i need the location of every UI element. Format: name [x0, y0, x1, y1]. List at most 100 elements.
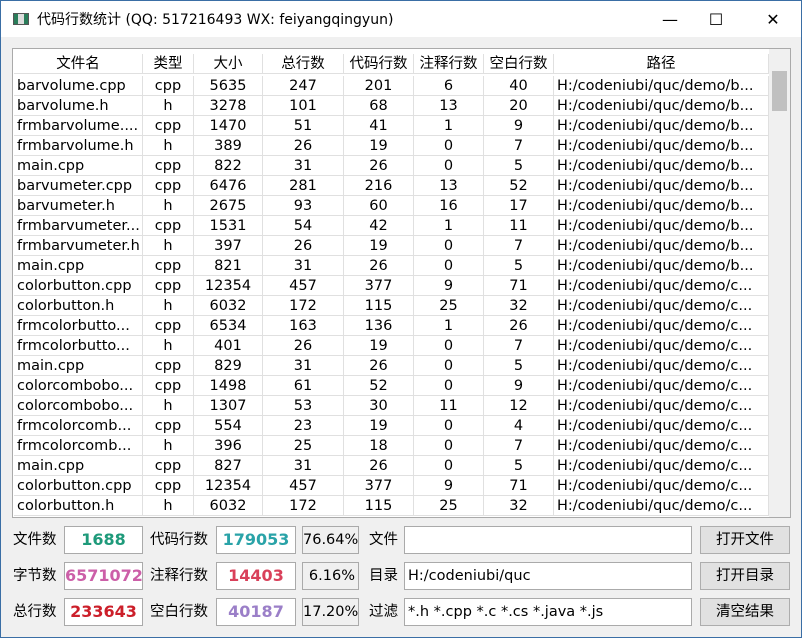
cell-type[interactable]: cpp — [143, 476, 194, 496]
cell-path[interactable]: H:/codeniubi/quc/demo/b... — [554, 196, 769, 216]
cell-comment[interactable]: 0 — [414, 136, 484, 156]
table-row[interactable]: colorbutton.h h 6032 172 115 25 32 H:/codeniubi… — [14, 296, 769, 316]
cell-size[interactable]: 5635 — [194, 76, 263, 96]
cell-size[interactable]: 1307 — [194, 396, 263, 416]
cell-type[interactable]: cpp — [143, 116, 194, 136]
cell-total[interactable]: 172 — [263, 296, 344, 316]
cell-type[interactable]: h — [143, 96, 194, 116]
table-row[interactable]: frmcolorcomb... cpp 554 23 19 0 4 H:/codeniubi/… — [14, 416, 769, 436]
cell-path[interactable]: H:/codeniubi/quc/demo/c... — [554, 436, 769, 456]
cell-comment[interactable]: 0 — [414, 236, 484, 256]
cell-total[interactable]: 31 — [263, 256, 344, 276]
cell-comment[interactable]: 0 — [414, 436, 484, 456]
cell-code[interactable]: 216 — [344, 176, 414, 196]
cell-blank[interactable]: 32 — [484, 496, 554, 516]
cell-total[interactable]: 53 — [263, 396, 344, 416]
cell-size[interactable]: 821 — [194, 256, 263, 276]
cell-type[interactable]: cpp — [143, 276, 194, 296]
cell-code[interactable]: 60 — [344, 196, 414, 216]
cell-code[interactable]: 19 — [344, 236, 414, 256]
cell-name[interactable]: frmbarvolume.h — [14, 136, 143, 156]
cell-blank[interactable]: 9 — [484, 376, 554, 396]
cell-blank[interactable]: 7 — [484, 436, 554, 456]
cell-blank[interactable]: 11 — [484, 216, 554, 236]
cell-size[interactable]: 12354 — [194, 276, 263, 296]
cell-name[interactable]: main.cpp — [14, 456, 143, 476]
cell-total[interactable]: 61 — [263, 376, 344, 396]
cell-code[interactable]: 201 — [344, 76, 414, 96]
cell-blank[interactable]: 12 — [484, 396, 554, 416]
cell-comment[interactable]: 13 — [414, 176, 484, 196]
cell-comment[interactable]: 25 — [414, 496, 484, 516]
cell-code[interactable]: 30 — [344, 396, 414, 416]
cell-code[interactable]: 26 — [344, 256, 414, 276]
cell-size[interactable]: 6534 — [194, 316, 263, 336]
table-row[interactable]: colorcombobo... h 1307 53 30 11 12 H:/codeniubi… — [14, 396, 769, 416]
cell-comment[interactable]: 0 — [414, 336, 484, 356]
cell-size[interactable]: 1498 — [194, 376, 263, 396]
open-file-button[interactable]: 打开文件 — [700, 526, 790, 554]
cell-path[interactable]: H:/codeniubi/quc/demo/c... — [554, 376, 769, 396]
vertical-scrollbar[interactable] — [769, 49, 790, 517]
cell-code[interactable]: 19 — [344, 416, 414, 436]
cell-size[interactable]: 3278 — [194, 96, 263, 116]
cell-name[interactable]: frmbarvumeter... — [14, 216, 143, 236]
cell-total[interactable]: 31 — [263, 356, 344, 376]
table-row[interactable]: main.cpp cpp 821 31 26 0 5 H:/codeniubi/quc/dem… — [14, 256, 769, 276]
cell-total[interactable]: 51 — [263, 116, 344, 136]
header-blank[interactable]: 空白行数 — [484, 54, 554, 74]
cell-path[interactable]: H:/codeniubi/quc/demo/c... — [554, 496, 769, 516]
table-row[interactable]: barvumeter.cpp cpp 6476 281 216 13 52 H:/codeni… — [14, 176, 769, 196]
cell-code[interactable]: 377 — [344, 276, 414, 296]
cell-path[interactable]: H:/codeniubi/quc/demo/c... — [554, 316, 769, 336]
header-name[interactable]: 文件名 — [14, 54, 143, 74]
cell-total[interactable]: 25 — [263, 436, 344, 456]
cell-type[interactable]: h — [143, 336, 194, 356]
cell-type[interactable]: cpp — [143, 176, 194, 196]
minimize-button[interactable]: — — [647, 1, 693, 37]
cell-total[interactable]: 172 — [263, 496, 344, 516]
cell-size[interactable]: 829 — [194, 356, 263, 376]
cell-path[interactable]: H:/codeniubi/quc/demo/c... — [554, 336, 769, 356]
cell-name[interactable]: main.cpp — [14, 256, 143, 276]
cell-type[interactable]: h — [143, 236, 194, 256]
cell-blank[interactable]: 71 — [484, 276, 554, 296]
cell-comment[interactable]: 13 — [414, 96, 484, 116]
cell-size[interactable]: 827 — [194, 456, 263, 476]
results-table[interactable]: 文件名 类型 大小 总行数 代码行数 注释行数 空白行数 路径 barvolume.cpp cpp… — [12, 48, 791, 518]
cell-size[interactable]: 6032 — [194, 296, 263, 316]
open-dir-button[interactable]: 打开目录 — [700, 562, 790, 590]
cell-total[interactable]: 93 — [263, 196, 344, 216]
cell-total[interactable]: 281 — [263, 176, 344, 196]
cell-path[interactable]: H:/codeniubi/quc/demo/b... — [554, 176, 769, 196]
cell-size[interactable]: 389 — [194, 136, 263, 156]
cell-comment[interactable]: 1 — [414, 116, 484, 136]
cell-type[interactable]: h — [143, 296, 194, 316]
cell-code[interactable]: 377 — [344, 476, 414, 496]
filter-input[interactable]: *.h *.cpp *.c *.cs *.java *.js — [404, 598, 692, 626]
table-header[interactable]: 文件名 类型 大小 总行数 代码行数 注释行数 空白行数 路径 — [14, 54, 769, 74]
cell-code[interactable]: 136 — [344, 316, 414, 336]
cell-path[interactable]: H:/codeniubi/quc/demo/b... — [554, 236, 769, 256]
cell-name[interactable]: barvumeter.h — [14, 196, 143, 216]
cell-code[interactable]: 26 — [344, 456, 414, 476]
table-row[interactable]: main.cpp cpp 827 31 26 0 5 H:/codeniubi/quc/dem… — [14, 456, 769, 476]
cell-path[interactable]: H:/codeniubi/quc/demo/c... — [554, 476, 769, 496]
cell-type[interactable]: h — [143, 496, 194, 516]
table-row[interactable]: frmcolorbutto... cpp 6534 163 136 1 26 H:/coden… — [14, 316, 769, 336]
cell-blank[interactable]: 40 — [484, 76, 554, 96]
table-row[interactable]: colorbutton.h h 6032 172 115 25 32 H:/codeniubi… — [14, 496, 769, 516]
table-row[interactable]: frmbarvumeter... cpp 1531 54 42 1 11 H:/codeniu… — [14, 216, 769, 236]
cell-blank[interactable]: 5 — [484, 156, 554, 176]
cell-comment[interactable]: 25 — [414, 296, 484, 316]
cell-comment[interactable]: 6 — [414, 76, 484, 96]
cell-type[interactable]: cpp — [143, 356, 194, 376]
cell-name[interactable]: frmcolorbutto... — [14, 336, 143, 356]
cell-code[interactable]: 26 — [344, 356, 414, 376]
cell-total[interactable]: 26 — [263, 136, 344, 156]
cell-type[interactable]: cpp — [143, 316, 194, 336]
cell-total[interactable]: 23 — [263, 416, 344, 436]
table-row[interactable]: colorcombobo... cpp 1498 61 52 0 9 H:/codeniubi… — [14, 376, 769, 396]
cell-total[interactable]: 163 — [263, 316, 344, 336]
cell-name[interactable]: colorbutton.h — [14, 496, 143, 516]
